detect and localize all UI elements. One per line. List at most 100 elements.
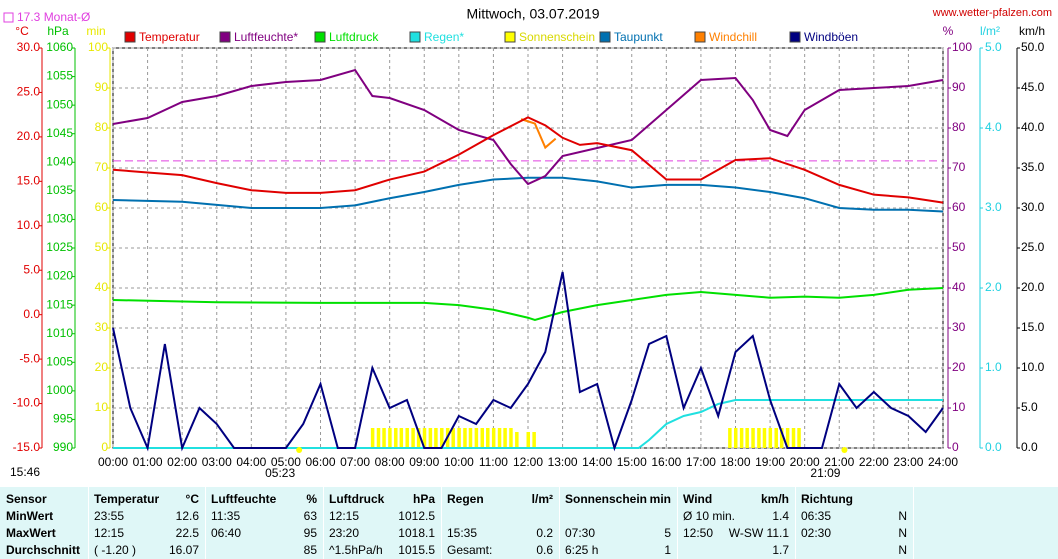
x-tick-label: 02:00 (167, 455, 197, 469)
cell-text: 12:15 (329, 509, 360, 523)
cell-text: ( -1.20 ) (94, 543, 137, 557)
table-cell: Durchschnitt (0, 542, 88, 558)
y-tick-label: 1050 (46, 97, 73, 111)
sunshine-bar (757, 428, 761, 448)
y-tick-label: 0.0 (1021, 440, 1038, 454)
y-tick-label: 20 (95, 360, 109, 374)
sunshine-bar (382, 428, 386, 448)
sunshine-bar (526, 432, 530, 448)
y-tick-label: 5.0 (23, 262, 40, 276)
column-separator (441, 487, 442, 559)
series-line (113, 399, 943, 449)
x-tick-label: 04:00 (236, 455, 266, 469)
y-tick-label: 70 (952, 160, 966, 174)
sunshine-bar (434, 428, 438, 448)
cell-text: 1 (664, 543, 671, 557)
y-tick-label: 0.0 (23, 307, 40, 321)
y-tick-label: 50 (95, 240, 109, 254)
stats-table: Sensor Temperatur °C Luftfeuchte% Luftdruck h… (0, 487, 1058, 559)
column-separator (205, 487, 206, 559)
cell-text: 63 (303, 509, 317, 523)
table-cell: ^1.5hPa/h 1015.5 (323, 542, 441, 558)
legend-label: Windböen (804, 30, 858, 44)
sunshine-bar (486, 428, 490, 448)
sunrise-marker (296, 447, 303, 453)
column-separator (323, 487, 324, 559)
sunset-marker (841, 447, 848, 453)
sunshine-bar (457, 428, 461, 448)
y-tick-label: -5.0 (19, 351, 40, 365)
sunshine-bar (739, 428, 744, 448)
table-cell: 85 (205, 542, 323, 558)
sunshine-bar (768, 428, 773, 448)
y-tick-label: 0 (952, 440, 959, 454)
y-tick-label: 30.0 (1021, 200, 1045, 214)
cell-text: Ø 10 min. (683, 509, 736, 523)
table-cell: 12:15 1012.5 (323, 508, 441, 524)
x-tick-label: 10:00 (444, 455, 474, 469)
cell-text: 1018.1 (398, 526, 435, 540)
cell-text: Richtung (801, 492, 853, 506)
cell-text: 95 (303, 526, 317, 540)
legend-label: Luftfeuchte* (234, 30, 298, 44)
sunshine-bar (376, 428, 381, 448)
x-tick-label: 13:00 (548, 455, 578, 469)
x-tick-label: 16:00 (651, 455, 681, 469)
axis-unit: % (943, 24, 954, 38)
legend-key (314, 31, 326, 43)
cell-text: Durchschnitt (6, 543, 81, 557)
y-tick-label: -15.0 (13, 440, 41, 454)
table-cell: 11:35 63 (205, 508, 323, 524)
x-tick-label: 09:00 (409, 455, 439, 469)
sunshine-bar (779, 428, 784, 448)
y-tick-label: 40.0 (1021, 120, 1045, 134)
table-cell: 06:35 N (795, 508, 913, 524)
x-tick-label: 12:00 (513, 455, 543, 469)
table-cell: 23:55 12.6 (88, 508, 205, 524)
sunshine-bar (797, 428, 801, 448)
sunshine-bar (774, 428, 778, 448)
table-cell: MinWert (0, 508, 88, 524)
sunshine-bar (474, 428, 479, 448)
cell-text: % (306, 492, 317, 506)
cell-text: Luftfeuchte (211, 492, 277, 506)
series-line (112, 287, 944, 322)
y-tick-label: 5.0 (985, 40, 1002, 54)
sunshine-bar (405, 428, 409, 448)
table-cell: Richtung (795, 491, 913, 507)
cell-text: Gesamt: (447, 543, 493, 557)
x-tick-label: 03:00 (202, 455, 232, 469)
table-cell: 6:25 h 1 (559, 542, 677, 558)
column-separator (559, 487, 560, 559)
cell-text: 02:30 (801, 526, 832, 540)
sunshine-bar (440, 428, 444, 448)
cell-text: hPa (412, 492, 435, 506)
cell-text: MaxWert (6, 526, 56, 540)
y-tick-label: 60 (95, 200, 109, 214)
y-tick-label: 10.0 (1021, 360, 1045, 374)
sunshine-bar (422, 428, 427, 448)
cell-text: N (898, 509, 907, 523)
y-tick-label: 1010 (46, 326, 73, 340)
x-tick-label: 15:00 (617, 455, 647, 469)
axis-unit: hPa (47, 24, 69, 38)
cell-text: ^1.5hPa/h (329, 543, 383, 557)
series-line (112, 176, 944, 213)
table-cell: Temperatur °C (88, 491, 205, 507)
y-tick-label: 1060 (46, 40, 73, 54)
legend-label: Sonnenschein (519, 30, 595, 44)
series-line (112, 271, 944, 452)
sunshine-bar (791, 428, 796, 448)
x-tick-label: 24:00 (928, 455, 958, 469)
table-cell: Wind km/h (677, 491, 795, 507)
y-tick-label: 100 (952, 40, 972, 54)
table-row: MinWert 23:55 12.6 11:35 63 12:15 1012.5 Ø 10 m… (0, 508, 1058, 524)
series-line (520, 118, 557, 150)
x-tick-label: 11:00 (479, 455, 508, 469)
sunshine-bar (491, 428, 496, 448)
time: 15:46 (10, 465, 40, 479)
sunshine-bar (451, 428, 455, 448)
cell-text: km/h (760, 492, 789, 506)
y-tick-label: 4.0 (985, 120, 1002, 134)
